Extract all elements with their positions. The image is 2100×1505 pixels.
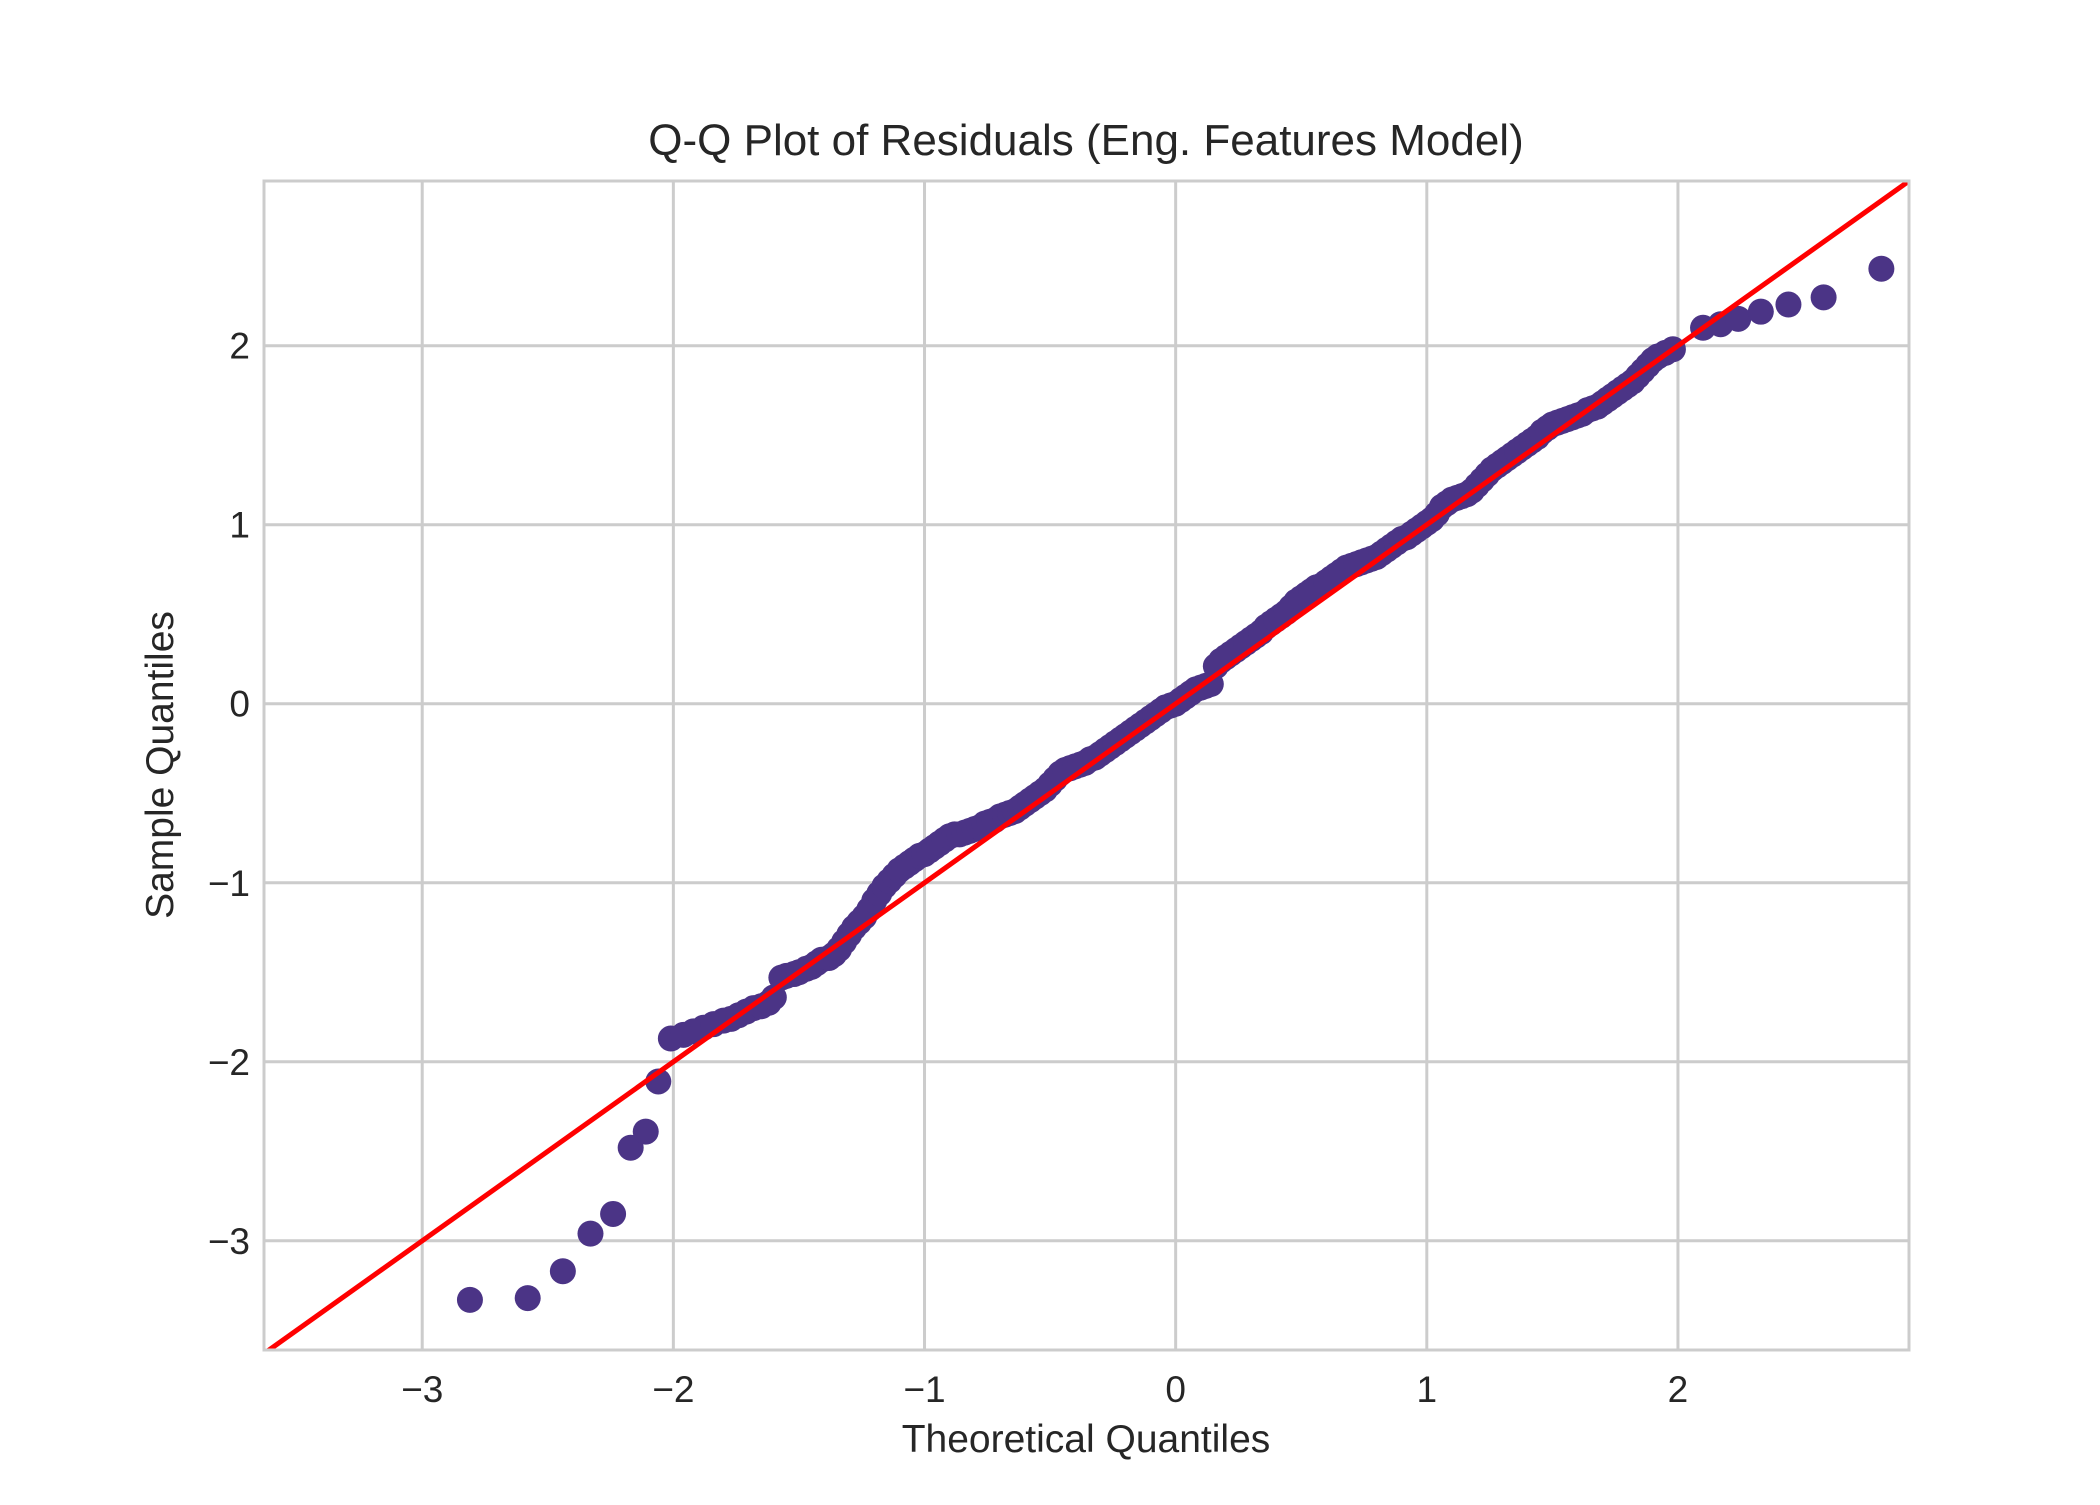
- y-tick-labels: −3 −2 −1 0 1 2: [208, 326, 250, 1262]
- x-axis-label: Theoretical Quantiles: [902, 1418, 1271, 1461]
- x-tick-label: 2: [1668, 1369, 1689, 1410]
- data-point: [1868, 255, 1895, 282]
- y-tick-label: 0: [229, 684, 250, 725]
- data-point: [600, 1200, 627, 1227]
- data-point: [549, 1258, 576, 1285]
- data-point: [456, 1286, 483, 1313]
- y-tick-label: −3: [208, 1221, 250, 1262]
- chart-title: Q-Q Plot of Residuals (Eng. Features Mod…: [648, 116, 1523, 165]
- x-tick-label: −1: [903, 1369, 945, 1410]
- reference-line: [264, 181, 1909, 1350]
- y-tick-label: −1: [208, 863, 250, 904]
- plot-frame: [262, 179, 1911, 1352]
- x-tick-label: 0: [1165, 1369, 1186, 1410]
- data-point: [514, 1285, 541, 1312]
- data-point: [577, 1220, 604, 1247]
- data-point: [1725, 305, 1752, 332]
- y-tick-label: 1: [229, 505, 250, 546]
- x-tick-labels: −3 −2 −1 0 1 2: [401, 1369, 1688, 1410]
- data-point: [1747, 298, 1774, 325]
- reference-line-layer: [264, 181, 1909, 1350]
- y-tick-label: 2: [229, 326, 250, 367]
- x-tick-label: −2: [652, 1369, 694, 1410]
- y-tick-label: −2: [208, 1042, 250, 1083]
- x-tick-label: 1: [1417, 1369, 1438, 1410]
- data-point: [1810, 284, 1837, 311]
- y-axis-label: Sample Quantiles: [139, 611, 182, 919]
- grid: [264, 181, 1909, 1350]
- data-point: [760, 984, 787, 1011]
- data-point: [1775, 291, 1802, 318]
- data-point: [632, 1118, 659, 1145]
- x-tick-label: −3: [401, 1369, 443, 1410]
